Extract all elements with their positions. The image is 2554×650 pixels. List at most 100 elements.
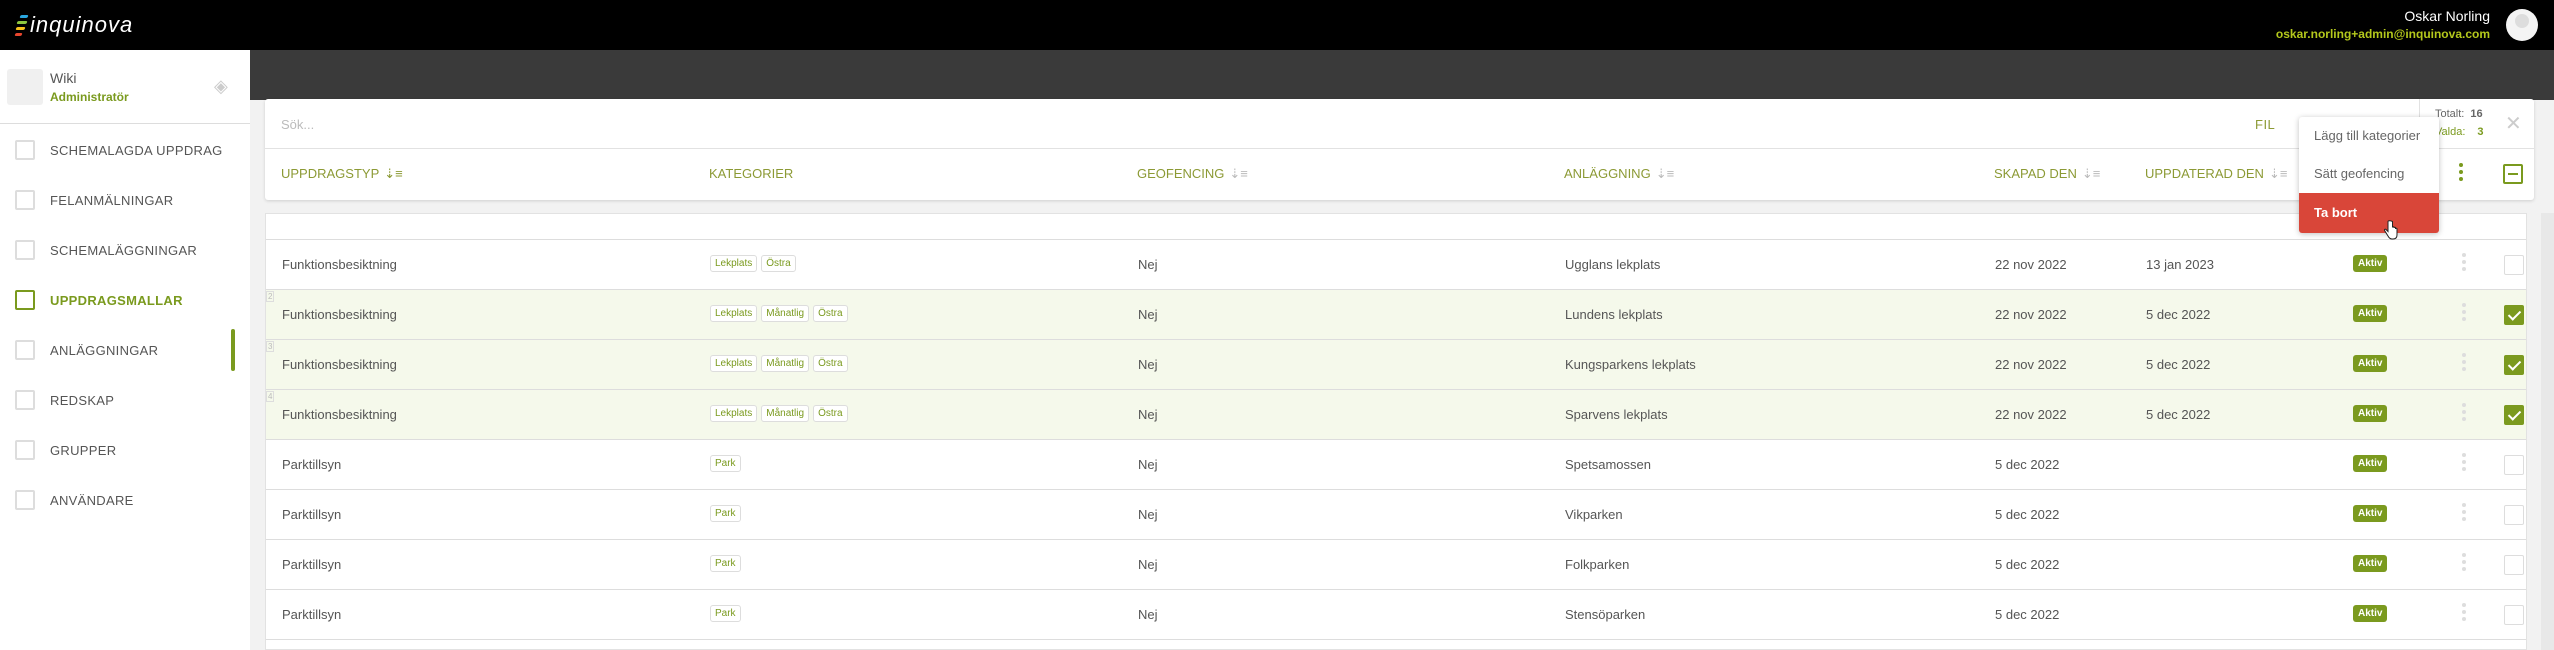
user-info[interactable]: Oskar Norling oskar.norling+admin@inquin…	[2276, 8, 2490, 41]
scrollbar[interactable]	[2541, 213, 2554, 650]
row-checkbox[interactable]	[2504, 555, 2524, 575]
type-cell: Parktillsyn	[282, 507, 342, 522]
row-kebab-icon[interactable]	[2462, 403, 2466, 424]
select-all-checkbox[interactable]	[2503, 164, 2523, 184]
row-checkbox[interactable]	[2504, 305, 2524, 325]
menu-item-set-geofencing[interactable]: Sätt geofencing	[2314, 166, 2405, 181]
category-tag: Östra	[761, 255, 796, 272]
group-icon	[15, 440, 35, 460]
sidebar-item-anläggningar[interactable]: ANLÄGGNINGAR	[0, 330, 250, 370]
menu-item-delete[interactable]: Ta bort	[2299, 193, 2439, 233]
row-checkbox[interactable]	[2504, 605, 2524, 625]
table-row[interactable]: 4 Funktionsbesiktning Lekplats Månatlig Östr…	[266, 390, 2526, 440]
created-cell: 22 nov 2022	[1995, 407, 2067, 422]
menu-item-add-categories[interactable]: Lägg till kategorier	[2314, 128, 2421, 143]
category-tag: Östra	[813, 355, 848, 372]
inquinova-logo[interactable]: inquinova	[14, 10, 133, 40]
active-indicator	[231, 329, 235, 371]
category-tag: Lekplats	[710, 355, 758, 372]
table-row[interactable]: Parktillsyn Park Nej Spetsamossen 5 dec 2022…	[266, 440, 2526, 490]
row-kebab-icon[interactable]	[2462, 303, 2466, 324]
sidebar-item-label: GRUPPER	[50, 442, 117, 458]
table-row[interactable]: Parktillsyn Park Nej Vikparken 5 dec 2022 Akt…	[266, 490, 2526, 540]
row-kebab-icon[interactable]	[2462, 503, 2466, 524]
filter-button[interactable]: FIL	[2255, 117, 2276, 132]
sidebar-item-felanmälningar[interactable]: FELANMÄLNINGAR	[0, 180, 250, 220]
column-header-label: ANLÄGGNING	[1564, 166, 1651, 181]
column-header-1[interactable]: KATEGORIER	[709, 166, 793, 181]
column-header-0[interactable]: UPPDRAGSTYP ⇣≡	[281, 166, 403, 182]
search-input[interactable]	[281, 113, 2181, 135]
category-tag: Park	[710, 555, 741, 572]
page-header-band	[250, 50, 2554, 100]
row-kebab-icon[interactable]	[2462, 253, 2466, 274]
categories-cell: Lekplats Månatlig Östra	[710, 354, 852, 372]
row-checkbox[interactable]	[2504, 405, 2524, 425]
sort-icon[interactable]: ⇣≡	[2081, 166, 2101, 181]
calendar-icon	[15, 240, 35, 260]
sort-icon[interactable]: ⇣≡	[384, 166, 403, 181]
updated-cell: 13 jan 2023	[2146, 257, 2214, 272]
geofencing-cell: Nej	[1138, 257, 1158, 272]
category-tag: Månatlig	[761, 305, 810, 322]
divider	[265, 148, 2534, 149]
row-kebab-icon[interactable]	[2462, 603, 2466, 624]
selected-label: Valda:	[2435, 126, 2466, 138]
row-kebab-icon[interactable]	[2462, 453, 2466, 474]
sidebar-item-schemaläggningar[interactable]: SCHEMALÄGGNINGAR	[0, 230, 250, 270]
close-icon[interactable]: ✕	[2505, 113, 2522, 135]
sidebar-item-uppdragsmallar[interactable]: UPPDRAGSMALLAR	[0, 280, 250, 320]
column-header-label: GEOFENCING	[1137, 166, 1225, 181]
status-badge: Aktiv	[2353, 305, 2388, 322]
column-header-label: SKAPAD DEN	[1994, 166, 2077, 181]
category-tag: Lekplats	[710, 305, 758, 322]
status-badge: Aktiv	[2353, 505, 2388, 522]
row-checkbox[interactable]	[2504, 455, 2524, 475]
geofencing-cell: Nej	[1138, 457, 1158, 472]
bulk-actions-kebab-icon[interactable]	[2459, 163, 2463, 184]
avatar[interactable]	[2506, 9, 2538, 41]
updated-cell: 5 dec 2022	[2146, 407, 2211, 422]
categories-cell: Park	[710, 504, 745, 522]
row-checkbox[interactable]	[2504, 255, 2524, 275]
table-row[interactable]: Parktillsyn Park Nej Folkparken 5 dec 2022 Ak…	[266, 540, 2526, 590]
sidebar-item-användare[interactable]: ANVÄNDARE	[0, 480, 250, 520]
row-checkbox[interactable]	[2504, 505, 2524, 525]
column-header-3[interactable]: ANLÄGGNING ⇣≡	[1564, 166, 1674, 182]
org-name: Wiki	[50, 70, 77, 86]
row-kebab-icon[interactable]	[2462, 353, 2466, 374]
org-switcher[interactable]: Wiki Administratör ◈	[0, 50, 250, 124]
column-header-2[interactable]: GEOFENCING ⇣≡	[1137, 166, 1248, 182]
table-row[interactable]: Funktionsbesiktning Lekplats Östra Nej Uggla…	[266, 240, 2526, 290]
sidebar-item-label: UPPDRAGSMALLAR	[50, 292, 183, 308]
sort-icon[interactable]: ⇣≡	[2268, 166, 2288, 181]
category-tag: Östra	[813, 405, 848, 422]
sidebar-item-schemalagda-uppdrag[interactable]: SCHEMALAGDA UPPDRAG	[0, 130, 250, 170]
table-row[interactable]: Parktillsyn Park Nej Stensöparken 5 dec 2022…	[266, 590, 2526, 640]
geofencing-cell: Nej	[1138, 407, 1158, 422]
sidebar-item-grupper[interactable]: GRUPPER	[0, 430, 250, 470]
layers-icon[interactable]: ◈	[214, 76, 228, 96]
categories-cell: Lekplats Östra	[710, 254, 800, 272]
table-row[interactable]: 3 Funktionsbesiktning Lekplats Månatlig Östr…	[266, 340, 2526, 390]
row-checkbox[interactable]	[2504, 355, 2524, 375]
column-header-4[interactable]: SKAPAD DEN ⇣≡	[1994, 166, 2100, 182]
sidebar-item-label: SCHEMALAGDA UPPDRAG	[50, 142, 223, 158]
column-header-5[interactable]: UPPDATERAD DEN ⇣≡	[2145, 166, 2287, 182]
building-icon	[15, 340, 35, 360]
logo-text: inquinova	[30, 12, 134, 37]
created-cell: 5 dec 2022	[1995, 557, 2060, 572]
org-chart-icon	[7, 69, 43, 105]
sort-icon[interactable]: ⇣≡	[1229, 166, 1248, 181]
column-header-label: UPPDATERAD DEN	[2145, 166, 2264, 181]
category-tag: Lekplats	[710, 255, 758, 272]
type-cell: Funktionsbesiktning	[282, 407, 397, 422]
user-icon	[15, 490, 35, 510]
alert-icon	[15, 190, 35, 210]
logo-mark-icon	[14, 13, 29, 37]
row-kebab-icon[interactable]	[2462, 553, 2466, 574]
sidebar: Wiki Administratör ◈ SCHEMALAGDA UPPDRAG…	[0, 50, 250, 650]
sort-icon[interactable]: ⇣≡	[1655, 166, 1675, 181]
table-row[interactable]: 2 Funktionsbesiktning Lekplats Månatlig Östr…	[266, 290, 2526, 340]
sidebar-item-redskap[interactable]: REDSKAP	[0, 380, 250, 420]
